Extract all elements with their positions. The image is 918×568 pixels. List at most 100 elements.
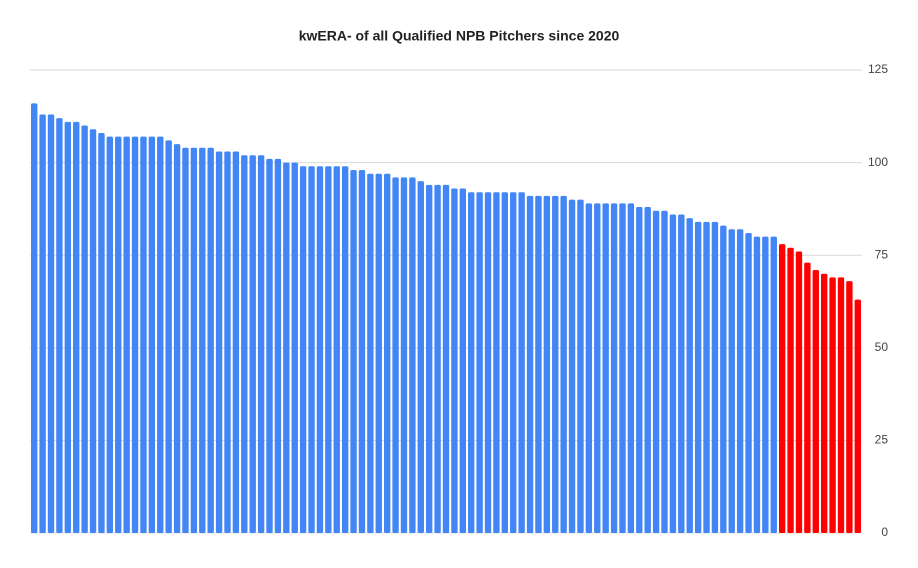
bar xyxy=(610,203,618,533)
y-tick-label: 50 xyxy=(875,340,889,354)
bar xyxy=(795,251,803,533)
bar xyxy=(299,166,307,533)
bar xyxy=(736,229,744,533)
bar xyxy=(98,132,105,533)
bar xyxy=(73,121,80,533)
bar xyxy=(148,136,156,533)
bar xyxy=(468,192,475,533)
bar xyxy=(854,299,861,533)
bar xyxy=(720,225,727,533)
bar xyxy=(694,221,702,533)
bar xyxy=(341,166,349,533)
bar xyxy=(291,162,298,533)
bar xyxy=(400,177,408,533)
bar xyxy=(812,270,819,533)
bar xyxy=(207,147,214,533)
y-tick-label: 75 xyxy=(875,247,889,261)
bar xyxy=(56,118,63,533)
bar xyxy=(661,210,668,533)
bar xyxy=(510,192,517,533)
bar xyxy=(778,244,786,533)
bar xyxy=(375,173,382,533)
bar xyxy=(182,147,189,533)
bar xyxy=(501,192,509,533)
bar xyxy=(249,155,256,533)
bar xyxy=(39,114,46,533)
bar xyxy=(770,236,777,533)
y-tick-label: 25 xyxy=(875,433,889,447)
bar xyxy=(535,195,542,533)
bar xyxy=(131,136,139,533)
bar xyxy=(602,203,609,533)
chart-title: kwERA- of all Qualified NPB Pitchers sin… xyxy=(299,28,620,44)
bar xyxy=(215,151,223,533)
bar xyxy=(89,129,97,533)
bar xyxy=(652,210,660,533)
bar xyxy=(476,192,483,533)
bar xyxy=(585,203,593,533)
bar xyxy=(173,144,181,533)
bar xyxy=(325,166,332,533)
bar xyxy=(560,195,567,533)
bar xyxy=(745,232,752,533)
bar xyxy=(644,207,651,533)
bar xyxy=(543,195,551,533)
y-tick-label: 0 xyxy=(881,525,888,539)
bar xyxy=(711,221,719,533)
bar xyxy=(232,151,240,533)
bar xyxy=(451,188,458,533)
bar xyxy=(568,199,576,533)
bar xyxy=(316,166,324,533)
bar xyxy=(787,247,794,534)
bar xyxy=(577,199,584,533)
bar xyxy=(820,273,828,533)
bar xyxy=(552,195,559,533)
bar xyxy=(484,192,492,533)
bar xyxy=(31,103,38,533)
bar xyxy=(123,136,130,533)
bar xyxy=(392,177,399,533)
bar xyxy=(636,207,643,533)
bar xyxy=(829,277,836,533)
bar xyxy=(224,151,231,533)
bar xyxy=(241,155,248,533)
bar xyxy=(442,184,450,533)
bar xyxy=(157,136,164,533)
bar xyxy=(459,188,467,533)
bar xyxy=(64,121,72,533)
bar xyxy=(678,214,685,533)
bar xyxy=(425,184,433,533)
bar xyxy=(669,214,677,533)
bar xyxy=(106,136,114,533)
bar xyxy=(308,166,315,533)
bar xyxy=(762,236,769,533)
bar xyxy=(417,181,424,533)
bar xyxy=(594,203,601,533)
bar xyxy=(165,140,172,533)
bar xyxy=(526,195,534,533)
bar xyxy=(350,170,357,533)
bar xyxy=(518,192,525,533)
bar xyxy=(703,221,710,533)
bar xyxy=(846,281,853,533)
bar xyxy=(190,147,198,533)
y-tick-label: 100 xyxy=(868,155,888,169)
bar xyxy=(47,114,55,533)
bar xyxy=(804,262,811,533)
bar xyxy=(115,136,122,533)
bar xyxy=(493,192,500,533)
bar xyxy=(627,203,635,533)
bar xyxy=(753,236,761,533)
bar xyxy=(274,158,282,533)
bar xyxy=(199,147,206,533)
bar xyxy=(383,173,391,533)
bar xyxy=(434,184,441,533)
bar xyxy=(266,158,273,533)
bar xyxy=(728,229,735,533)
bar xyxy=(367,173,374,533)
bar xyxy=(837,277,845,533)
bar xyxy=(358,170,366,533)
bar xyxy=(81,125,88,533)
bar xyxy=(409,177,416,533)
